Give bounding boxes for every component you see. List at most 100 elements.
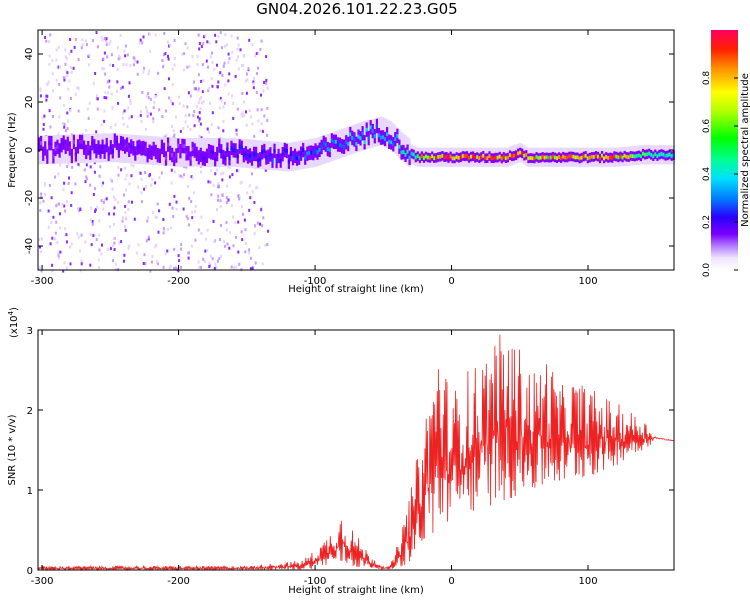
spectrogram-noise-cell	[38, 238, 41, 242]
spectrogram-noise-cell	[106, 80, 109, 84]
spectrogram-noise-cell	[260, 93, 262, 97]
spectrogram-noise-cell	[248, 251, 251, 255]
spectrogram-noise-cell	[81, 38, 84, 42]
spectrogram-noise-cell	[74, 38, 77, 41]
spectrogram-noise-cell	[120, 240, 123, 244]
spectrogram-noise-cell	[128, 182, 131, 186]
spectrogram-noise-cell	[77, 235, 80, 239]
snr-x-label: Height of straight line (km)	[288, 585, 424, 596]
spectrogram-noise-cell	[66, 74, 69, 77]
spectrogram-noise-cell	[69, 262, 72, 266]
spectrogram-noise-cell	[80, 259, 83, 263]
spectrogram-noise-cell	[39, 201, 42, 205]
spectrogram-core-cell	[578, 156, 581, 161]
spectrogram-core-cell	[64, 144, 67, 149]
spectrogram-core-cell	[304, 155, 307, 160]
spectrogram-core-cell	[85, 150, 88, 154]
spectrogram-noise-cell	[97, 258, 100, 262]
snr-x-axis: -300 -200 -100 0 100	[31, 330, 598, 587]
spectrogram-noise-cell	[167, 54, 169, 58]
spectrogram-noise-cell	[149, 50, 151, 54]
spectrogram-core-cell	[46, 154, 49, 159]
spectrogram-noise-cell	[208, 265, 211, 268]
spectrogram-noise-cell	[173, 194, 176, 198]
spectrogram-noise-cell	[42, 199, 45, 203]
spectrogram-noise-cell	[266, 133, 269, 137]
spectrogram-noise-cell	[122, 62, 125, 66]
spectrogram-core-cell	[648, 151, 651, 156]
spectrogram-noise-cell	[218, 106, 221, 110]
spectrogram-noise-cell	[97, 266, 100, 269]
spectrogram-noise-cell	[222, 105, 225, 109]
spectrogram-noise-cell	[147, 216, 149, 220]
spectrogram-noise-cell	[140, 178, 143, 182]
spectrogram-noise-cell	[214, 172, 217, 176]
spectrogram-noise-cell	[198, 265, 201, 269]
spectrogram-noise-cell	[147, 96, 150, 100]
spectrogram-noise-cell	[264, 168, 267, 172]
spectrogram-noise-cell	[148, 112, 150, 116]
spectrogram-noise-cell	[44, 181, 46, 185]
colorbar-tick-label: 0.0	[702, 263, 712, 278]
spectrogram-noise-cell	[188, 196, 191, 200]
spectrogram-core-cell	[510, 154, 514, 159]
spectrogram-noise-cell	[118, 54, 121, 58]
spectrogram-noise-cell	[210, 77, 213, 81]
spectrogram-core-cell	[171, 153, 174, 157]
spectrogram-core-cell	[664, 153, 667, 158]
spectrogram-noise-cell	[245, 79, 247, 83]
spectrogram-core-cell	[367, 136, 370, 140]
spectrogram-noise-cell	[198, 42, 201, 46]
spectrogram-noise-cell	[114, 262, 117, 266]
spectrogram-noise-cell	[105, 96, 108, 100]
spectrogram-noise-cell	[224, 33, 227, 36]
spectrogram-noise-cell	[66, 71, 69, 75]
spectrogram-noise-cell	[67, 181, 70, 185]
spectrogram-core-cell	[216, 152, 219, 156]
spectrogram-noise-cell	[161, 59, 164, 62]
spectrogram-core-cell	[412, 152, 415, 157]
spectrogram-noise-cell	[172, 129, 175, 133]
spectrogram-core-cell	[582, 154, 585, 159]
spectrogram-noise-cell	[117, 46, 120, 50]
spectrogram-noise-cell	[88, 53, 91, 57]
spectrogram-core-cell	[420, 154, 423, 158]
spectrogram-noise-cell	[69, 245, 71, 249]
colorbar-tick-label: 0.6	[702, 119, 712, 134]
spectrogram-core-cell	[580, 155, 583, 160]
spectrogram-noise-cell	[139, 171, 142, 175]
spectrogram-noise-cell	[69, 109, 72, 113]
spectrogram-noise-cell	[123, 49, 126, 53]
spectrogram-noise-cell	[209, 101, 211, 105]
spectrogram-noise-cell	[232, 215, 234, 219]
spectrogram-core-cell	[207, 149, 211, 153]
spectrogram-noise-cell	[216, 259, 219, 263]
spectrogram-noise-cell	[223, 61, 226, 65]
spectrogram-noise-cell	[255, 72, 258, 76]
spectrogram-noise-cell	[112, 212, 115, 216]
spectrogram-core-cell	[289, 152, 292, 157]
spectrogram-noise-cell	[202, 100, 205, 104]
spectrogram-noise-cell	[98, 248, 101, 252]
spectrogram-core-cell	[529, 156, 532, 160]
spectrogram-core-cell	[267, 154, 270, 159]
spectrogram-noise-cell	[57, 251, 60, 255]
spectrogram-noise-cell	[46, 82, 49, 86]
spectrogram-noise-cell	[253, 201, 256, 204]
spectrogram-noise-cell	[65, 266, 68, 270]
spectrogram-core-cell	[592, 155, 595, 159]
spectrogram-noise-cell	[57, 254, 60, 258]
spectrogram-core-cell	[332, 139, 335, 144]
spectrogram-noise-cell	[44, 193, 46, 197]
spectrogram-noise-cell	[142, 70, 145, 74]
spectrogram-noise-cell	[263, 80, 266, 84]
spectrogram-noise-cell	[103, 51, 106, 55]
spectrogram-core-cell	[361, 131, 364, 136]
spectrogram-noise-cell	[59, 96, 62, 100]
spectrogram-core-cell	[119, 141, 123, 146]
spectrogram-noise-cell	[240, 64, 243, 67]
spectrogram-core-cell	[474, 155, 477, 160]
spectrogram-noise-cell	[198, 111, 201, 115]
spectrogram-noise-cell	[248, 184, 251, 188]
spectrogram-core-cell	[187, 151, 190, 156]
